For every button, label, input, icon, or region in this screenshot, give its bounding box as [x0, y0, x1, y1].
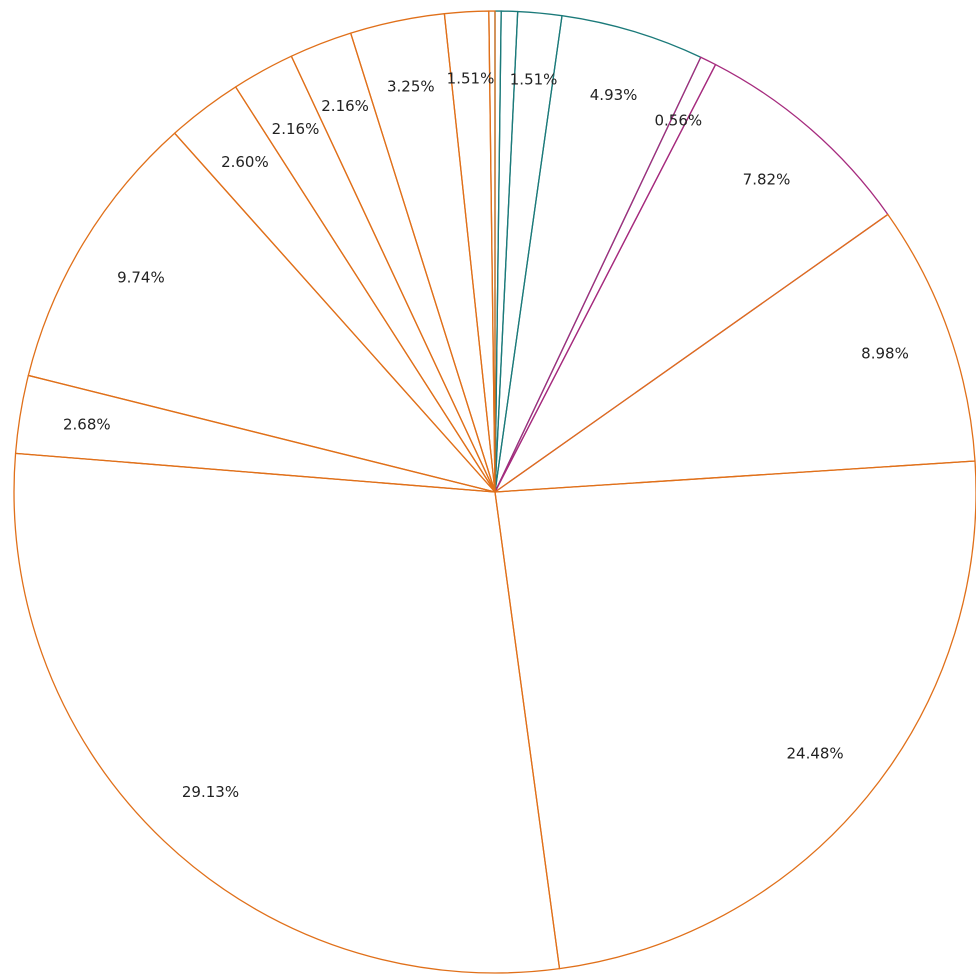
slice-label-3: 4.93% [590, 86, 638, 104]
slice-label-2: 1.51% [510, 71, 558, 89]
slice-label-7: 24.48% [786, 745, 843, 763]
slice-label-12: 2.16% [272, 120, 320, 138]
pie-slice-8 [13, 452, 561, 974]
slice-label-5: 7.82% [743, 170, 791, 188]
slice-label-4: 0.56% [654, 112, 702, 130]
slice-label-6: 8.98% [861, 345, 909, 363]
slice-label-14: 3.25% [387, 78, 435, 96]
pie-slice-10 [27, 132, 496, 493]
slice-label-15: 1.51% [447, 70, 495, 88]
pie-slice-16 [488, 10, 496, 493]
slice-label-11: 2.60% [221, 153, 269, 171]
slice-label-9: 2.68% [63, 416, 111, 434]
pie-slice-5 [494, 63, 889, 493]
slice-label-10: 9.74% [117, 269, 165, 287]
pie-slices [13, 10, 976, 974]
slice-label-8: 29.13% [182, 783, 239, 801]
pie-slice-6 [494, 213, 976, 493]
slice-label-13: 2.16% [321, 97, 369, 115]
pie-labels: 1.51% 4.93% 0.56% 7.82% 8.98% 24.48% 29.13% 2.6… [63, 70, 909, 801]
pie-slice-7 [494, 460, 976, 970]
